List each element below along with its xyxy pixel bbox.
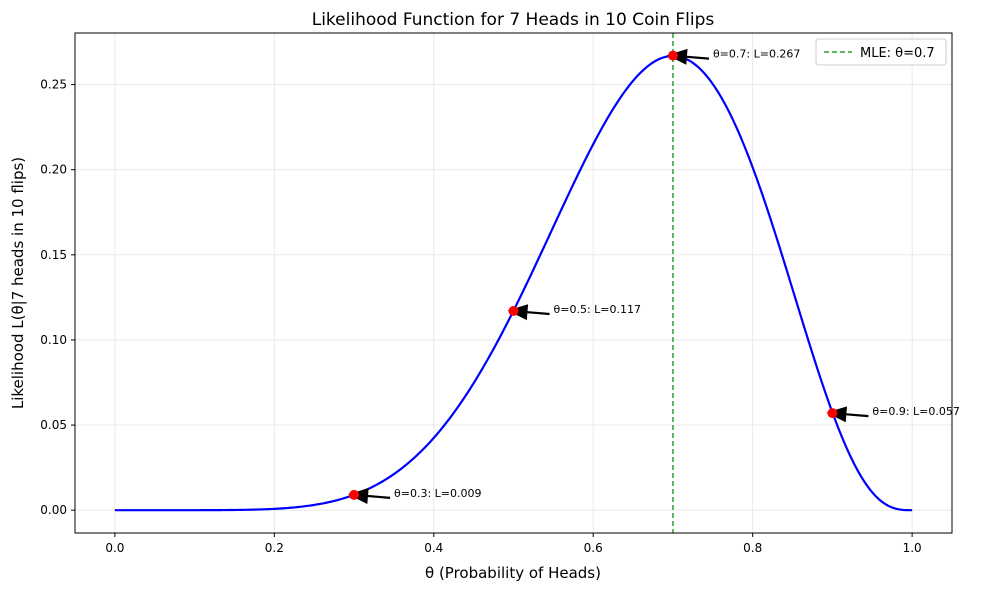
y-axis-label: Likelihood L(θ|7 heads in 10 flips)	[9, 157, 27, 409]
chart-title: Likelihood Function for 7 Heads in 10 Co…	[312, 10, 715, 30]
x-tick-label: 1.0	[903, 541, 922, 555]
x-tick-label: 0.8	[743, 541, 762, 555]
annotation-arrow-shaft	[367, 494, 391, 499]
y-tick-label: 0.25	[40, 78, 67, 92]
x-tick-label: 0.0	[105, 541, 124, 555]
data-point-marker	[349, 489, 360, 500]
data-point-marker	[667, 50, 678, 61]
y-tick-label: 0.20	[40, 163, 67, 177]
point-annotation: θ=0.5: L=0.117	[554, 303, 641, 316]
point-annotation: θ=0.3: L=0.009	[394, 487, 481, 500]
likelihood-curve	[114, 54, 913, 512]
y-tick-label: 0.10	[40, 333, 67, 347]
y-tick-label: 0.00	[40, 503, 67, 517]
y-tick-label: 0.15	[40, 248, 67, 262]
data-point-marker	[508, 306, 519, 317]
y-tick-label: 0.05	[40, 418, 67, 432]
x-tick-label: 0.6	[584, 541, 603, 555]
grid-lines	[75, 33, 952, 533]
legend: MLE: θ=0.7	[815, 38, 947, 66]
x-tick-label: 0.2	[265, 541, 284, 555]
x-tick-label: 0.4	[424, 541, 443, 555]
legend-mle-label: MLE: θ=0.7	[860, 46, 935, 61]
annotation-arrow-shaft	[686, 55, 710, 60]
axes: 0.0 0.2 0.4 0.6 0.8 1.0 0.00 0.05 0.10 0.15 0.20 0.…	[40, 32, 953, 555]
annotation-arrow-shaft	[527, 311, 550, 316]
data-point-marker	[827, 408, 838, 419]
annotation-arrow-shaft	[846, 413, 869, 418]
plot-area: θ=0.3: L=0.009 θ=0.5: L=0.117 θ=0.7: L=0.2…	[114, 33, 960, 533]
point-annotation: θ=0.7: L=0.267	[713, 48, 800, 61]
point-annotation: θ=0.9: L=0.057	[872, 405, 959, 418]
axes-frame	[74, 32, 953, 534]
legend-box	[815, 38, 947, 66]
x-axis-label: θ (Probability of Heads)	[425, 564, 601, 582]
